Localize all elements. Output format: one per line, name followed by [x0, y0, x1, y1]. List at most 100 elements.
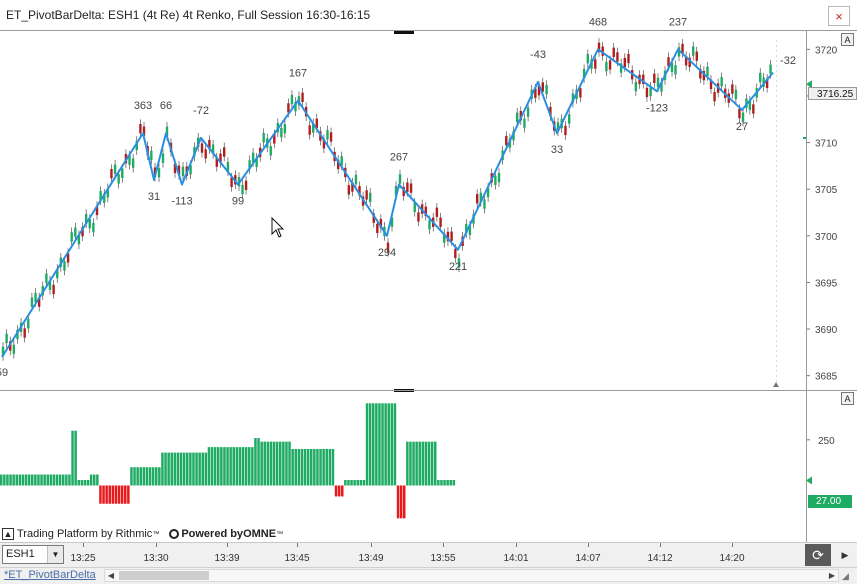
delta-bar — [130, 467, 133, 486]
price-candle — [390, 217, 394, 227]
delta-bar — [49, 474, 53, 486]
time-tick-label: 13:39 — [214, 553, 240, 564]
delta-bar — [244, 447, 248, 486]
price-candle — [616, 52, 619, 62]
delta-bar — [328, 448, 332, 486]
tab-chart[interactable]: *ET_PivotBarDelta — [4, 569, 96, 581]
delta-bar — [229, 447, 232, 486]
pivot-label: 31 — [148, 191, 160, 203]
delta-bar — [353, 480, 356, 486]
price-candle — [189, 164, 192, 175]
delta-bar — [83, 480, 87, 486]
delta-bar — [344, 480, 347, 486]
delta-bar — [12, 474, 15, 486]
price-candle — [483, 199, 486, 209]
delta-bar — [46, 474, 49, 486]
price-candle — [48, 280, 52, 290]
scroll-right-arrow-icon[interactable]: ▶ — [828, 571, 836, 580]
pivot-label: 167 — [289, 68, 307, 80]
price-candle — [30, 297, 34, 307]
price-candle — [398, 174, 402, 184]
delta-bar — [86, 480, 90, 486]
scrollbar-thumb[interactable] — [119, 571, 209, 580]
panel-splitter-top[interactable] — [394, 31, 414, 34]
price-candle — [468, 225, 472, 235]
time-tick-label: 14:01 — [503, 553, 529, 564]
size-grip-icon[interactable]: ◢ — [842, 571, 849, 581]
delta-bar — [114, 485, 118, 504]
delta-bar — [37, 474, 40, 486]
price-candle — [409, 183, 413, 193]
close-button[interactable]: × — [828, 6, 850, 26]
delta-bar — [55, 474, 59, 486]
price-candle — [417, 212, 420, 222]
delta-bar — [217, 447, 220, 486]
price-autoscale-button[interactable]: A — [841, 33, 854, 46]
delta-bar — [424, 441, 428, 486]
price-candle — [519, 110, 523, 121]
delta-bar — [415, 441, 418, 486]
price-candle — [454, 248, 457, 259]
delta-autoscale-button[interactable]: A — [841, 392, 854, 405]
price-candle — [74, 227, 77, 237]
omne-logo-icon — [169, 529, 180, 539]
price-chart[interactable]: 59 363 31 66 -113 -72 99 167 294 267 221 -43 33 468 -1… — [0, 0, 857, 542]
delta-bar — [359, 480, 363, 486]
price-candle — [204, 149, 207, 159]
reload-icon[interactable]: ⟳ — [805, 544, 831, 566]
time-tick-label: 14:20 — [719, 553, 745, 564]
delta-bar — [368, 403, 372, 486]
expand-up-icon[interactable]: ▲ — [2, 528, 14, 540]
delta-bar — [316, 448, 319, 486]
price-candle — [52, 284, 55, 295]
delta-bar — [120, 485, 124, 504]
price-tick-label: 3695 — [815, 278, 838, 289]
current-delta-flag: 27.00 — [808, 495, 852, 508]
horizontal-scrollbar[interactable]: ◀ ▶ — [104, 569, 839, 582]
delta-bar — [310, 448, 313, 486]
price-candle — [688, 57, 691, 68]
time-tick-label: 14:12 — [647, 553, 673, 564]
delta-bar — [381, 403, 384, 486]
price-candle — [173, 163, 177, 174]
price-candle — [95, 205, 99, 216]
price-tick-label: 3685 — [815, 372, 838, 383]
delta-bar — [170, 452, 173, 486]
price-candle — [369, 192, 372, 203]
delta-bar — [108, 485, 111, 504]
delta-bar — [334, 485, 338, 497]
price-tick-label: 3705 — [815, 185, 838, 196]
price-candle — [667, 57, 670, 67]
price-candle — [762, 77, 765, 87]
price-candle — [512, 131, 515, 141]
price-candle — [486, 187, 490, 198]
window-title: ET_PivotBarDelta: ESH1 (4t Re) 4t Renko,… — [6, 8, 371, 22]
price-tick-label: 3710 — [815, 139, 838, 150]
symbol-select[interactable]: ESH1 ▼ — [2, 545, 64, 564]
delta-bar — [93, 474, 96, 486]
scroll-left-arrow-icon[interactable]: ◀ — [107, 571, 115, 580]
delta-bar — [210, 447, 214, 486]
delta-bar — [71, 430, 74, 486]
price-candle — [66, 253, 70, 263]
delta-bar — [189, 452, 192, 486]
pivot-label: -43 — [530, 49, 546, 61]
delta-bar — [434, 441, 437, 486]
delta-bar — [279, 441, 282, 486]
time-tick-label: 13:45 — [284, 553, 310, 564]
price-candle — [428, 220, 431, 230]
price-candle — [329, 132, 333, 142]
delta-bar — [34, 474, 37, 486]
chevron-down-icon[interactable]: ▼ — [47, 546, 63, 563]
price-candle — [88, 218, 91, 229]
price-candle — [692, 46, 695, 56]
delta-bar — [182, 452, 186, 486]
price-candle — [741, 112, 745, 122]
time-tick-label: 13:49 — [358, 553, 384, 564]
price-candle — [684, 56, 688, 66]
price-candle — [608, 60, 612, 70]
delta-bar — [145, 467, 149, 486]
price-candle — [759, 72, 762, 83]
scroll-right-icon[interactable]: ▶ — [841, 550, 849, 560]
delta-bar — [378, 403, 381, 486]
